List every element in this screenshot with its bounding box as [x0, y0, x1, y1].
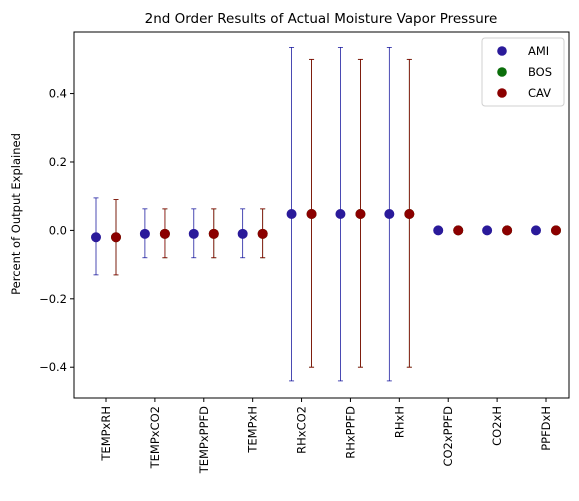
data-point-ami [384, 208, 395, 219]
data-point-ami [237, 228, 248, 239]
legend-marker-bos [497, 67, 507, 77]
data-point-ami [188, 228, 199, 239]
data-point-cav [159, 228, 170, 239]
x-tick-label: TEMPxRH [99, 406, 113, 462]
x-tick-label: TEMPxCO2 [148, 406, 162, 469]
x-tick-label: RHxH [392, 406, 406, 438]
y-axis-label: Percent of Output Explained [9, 133, 23, 295]
plot-area: −0.4 −0.2 0.0 0.2 0.4 TEMPxRH TEMPxCO2 TEMPxPPF… [39, 46, 561, 474]
data-point-cav [355, 208, 366, 219]
legend-label-bos: BOS [528, 65, 552, 79]
x-tick-label: RHxCO2 [295, 406, 309, 454]
y-tick-label: 0.4 [49, 87, 67, 101]
y-tick-label: −0.2 [39, 292, 67, 306]
data-point-cav [208, 228, 219, 239]
x-tick-label: CO2xH [490, 406, 504, 446]
data-point-cav [502, 225, 513, 236]
data-point-cav [257, 228, 268, 239]
data-point-ami [531, 225, 541, 236]
x-tick-label: CO2xPPFD [441, 406, 455, 467]
y-tick-label: 0.2 [49, 155, 67, 169]
legend-marker-ami [497, 46, 507, 56]
data-point-cav [306, 208, 317, 219]
legend: AMI BOS CAV [481, 37, 565, 107]
data-point-ami [482, 225, 493, 236]
legend-label-ami: AMI [528, 44, 549, 58]
data-point-ami [433, 225, 444, 236]
data-point-cav [551, 225, 561, 236]
plot-frame [73, 31, 570, 399]
x-tick-label: RHxPPFD [343, 406, 357, 459]
legend-label-cav: CAV [528, 86, 551, 100]
x-tick-label: TEMPxH [246, 406, 260, 454]
data-point-ami [91, 232, 101, 243]
data-point-ami [335, 208, 346, 219]
x-tick-label: TEMPxPPFD [197, 406, 211, 474]
data-point-cav [404, 208, 415, 219]
data-point-ami [139, 228, 150, 239]
x-tick-label: PPFDxH [539, 406, 553, 451]
y-tick-label: 0.0 [49, 223, 67, 237]
data-point-ami [286, 208, 297, 219]
data-point-cav [453, 225, 464, 236]
y-tick-label: −0.4 [39, 360, 67, 374]
legend-marker-cav [497, 88, 507, 98]
data-point-cav [111, 232, 121, 243]
chart-title: 2nd Order Results of Actual Moisture Vap… [145, 11, 498, 27]
